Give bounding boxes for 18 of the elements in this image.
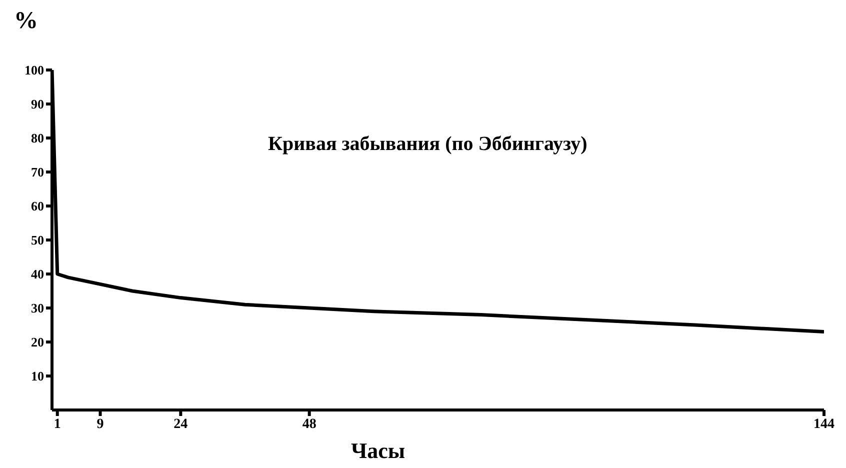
- x-axis-title: Часы: [350, 438, 406, 463]
- y-tick-label: 50: [31, 232, 44, 248]
- text: Кривая забывания (по Эббингаузу): [268, 133, 588, 156]
- x-tick-label: 1: [54, 416, 61, 432]
- y-tick-label: 60: [31, 198, 44, 214]
- y-axis-title: %: [14, 8, 38, 35]
- x-tick-label: 24: [174, 416, 188, 432]
- y-tick-label: 20: [31, 334, 44, 350]
- y-tick-label: 80: [31, 130, 44, 146]
- y-tick-label: 70: [31, 164, 44, 180]
- x-tick-label: 144: [814, 416, 834, 432]
- y-tick-label: 40: [31, 266, 44, 282]
- y-tick-label: 10: [31, 368, 44, 384]
- y-tick-label: 100: [24, 62, 44, 78]
- y-tick-label: 90: [31, 96, 44, 112]
- y-tick-label: 30: [31, 300, 44, 316]
- x-tick-label: 9: [96, 416, 104, 432]
- x-tick-label: 48: [302, 416, 316, 432]
